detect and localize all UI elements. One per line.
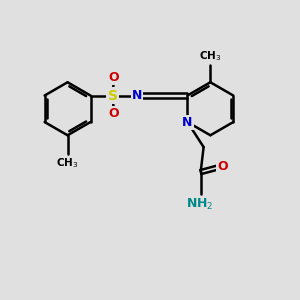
Text: O: O xyxy=(109,71,119,84)
Text: NH$_2$: NH$_2$ xyxy=(185,197,213,212)
Text: N: N xyxy=(182,116,193,128)
Text: S: S xyxy=(108,88,118,103)
Text: CH$_3$: CH$_3$ xyxy=(199,49,222,63)
Text: CH$_3$: CH$_3$ xyxy=(56,156,79,170)
Text: O: O xyxy=(218,160,228,173)
Text: O: O xyxy=(109,107,119,120)
Text: N: N xyxy=(131,89,142,102)
